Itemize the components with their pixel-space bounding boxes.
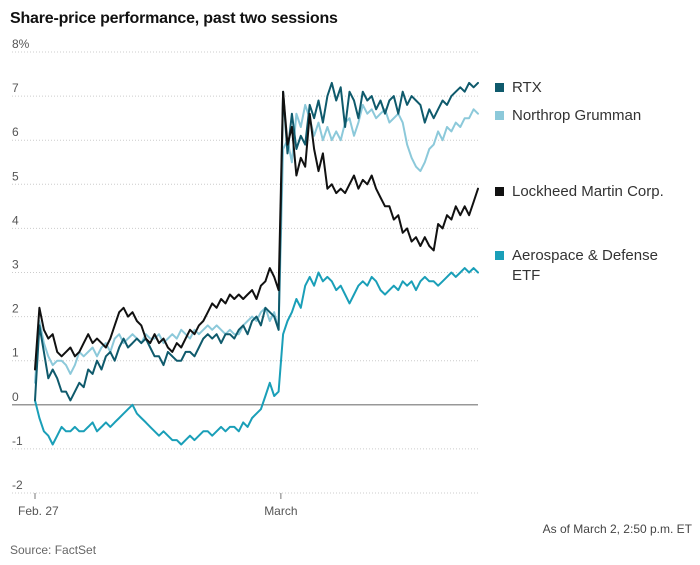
x-tick-label: March [264, 504, 297, 518]
series-line-etf [34, 267, 479, 446]
series-line-northrop [34, 103, 479, 384]
series-line-rtx [34, 81, 479, 402]
legend-item-etf[interactable]: Aerospace & Defense ETF [495, 246, 672, 286]
x-tick-label: Feb. 27 [18, 504, 59, 518]
legend-label-etf: Aerospace & Defense ETF [512, 247, 658, 284]
legend-label-lockheed: Lockheed Martin Corp. [512, 183, 664, 200]
y-tick-label: 5 [12, 169, 19, 183]
timestamp-note: As of March 2, 2:50 p.m. ET [542, 522, 692, 536]
y-gridlines [12, 51, 478, 494]
x-axis: Feb. 27 March [18, 493, 298, 518]
y-tick-label: -2 [12, 478, 23, 492]
legend-label-rtx: RTX [512, 79, 542, 96]
legend-swatch-rtx [495, 83, 504, 92]
y-tick-label: 2 [12, 302, 19, 316]
legend-swatch-lockheed [495, 187, 504, 196]
source-note: Source: FactSet [10, 543, 97, 557]
y-tick-label: 4 [12, 213, 19, 227]
legend-swatch-etf [495, 251, 504, 260]
legend-item-lockheed[interactable]: Lockheed Martin Corp. [495, 182, 682, 202]
y-tick-label: 1 [12, 346, 19, 360]
y-tick-label: 8% [12, 37, 30, 51]
y-tick-label: -1 [12, 434, 23, 448]
y-tick-label: 3 [12, 258, 19, 272]
legend-item-rtx[interactable]: RTX [495, 78, 682, 98]
y-tick-label: 6 [12, 125, 19, 139]
series-lines [34, 81, 479, 446]
series-line-lockheed [34, 90, 479, 371]
y-tick-label: 0 [12, 390, 19, 404]
chart-title: Share-price performance, past two sessio… [10, 10, 338, 27]
y-tick-label: 7 [12, 81, 19, 95]
legend-label-northrop: Northrop Grumman [512, 107, 642, 124]
legend-item-northrop[interactable]: Northrop Grumman [495, 106, 682, 126]
y-axis-labels: 8% 7 6 5 4 3 2 1 0 -1 -2 [12, 37, 30, 492]
legend-swatch-northrop [495, 111, 504, 120]
